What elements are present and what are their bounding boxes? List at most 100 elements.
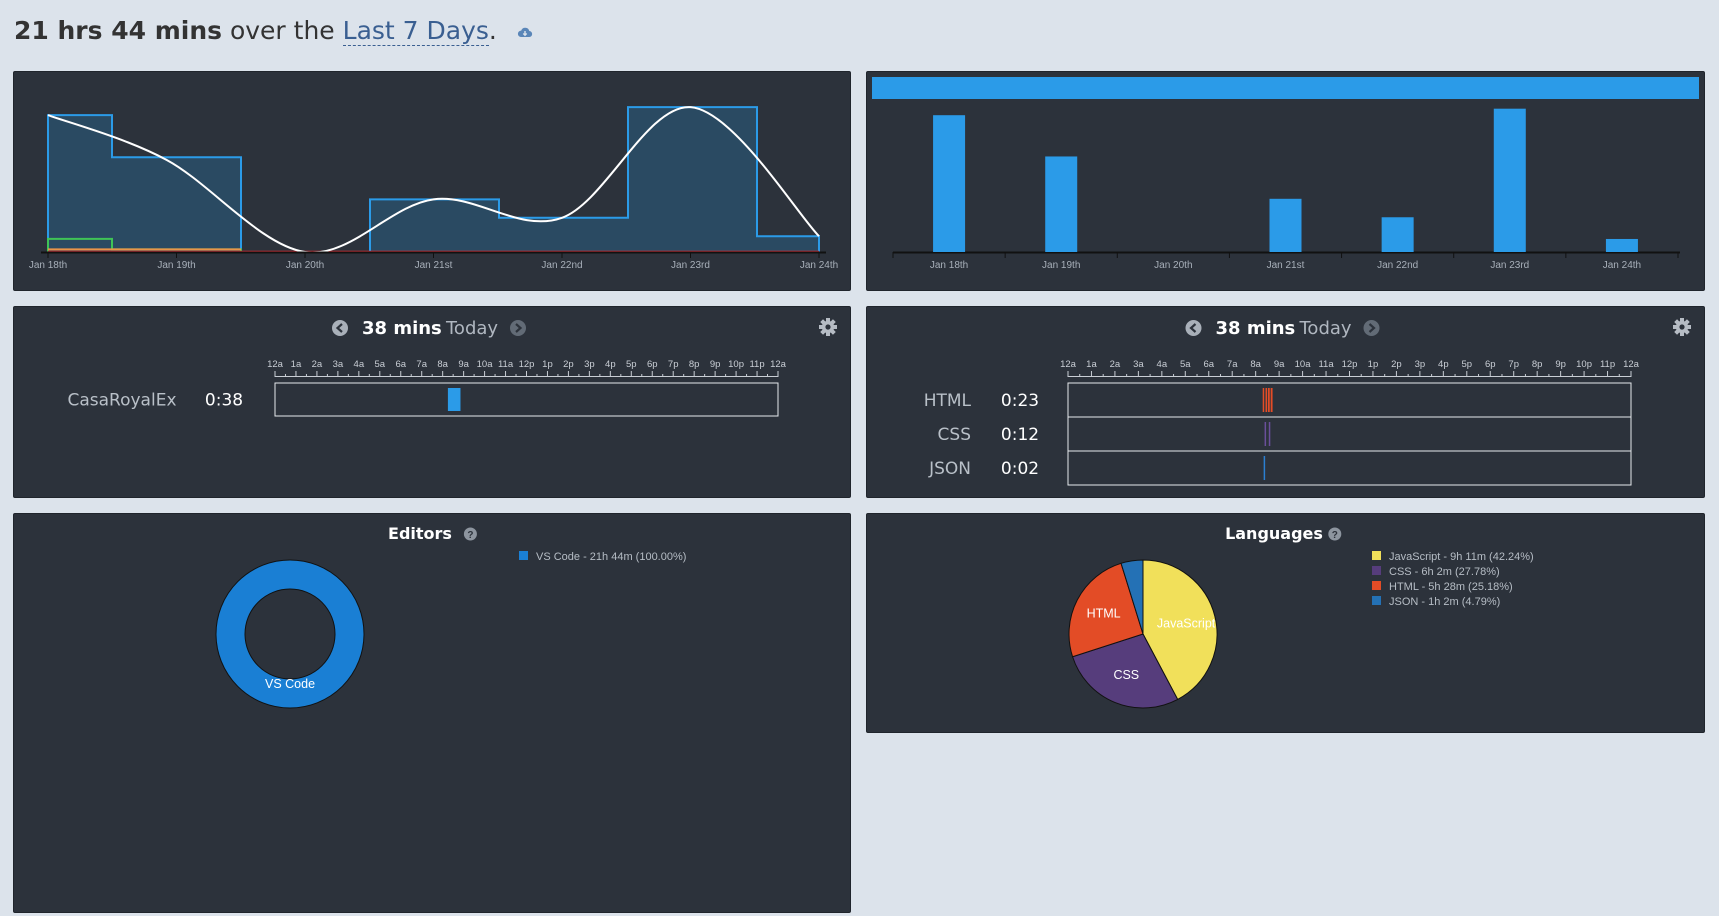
coding-activity-chart-panel: Jan 18th Jan 19th Jan 20th Jan 21st Jan 22nd… [13, 71, 851, 291]
pie-slice-css[interactable] [1071, 633, 1179, 709]
summary-header: 21 hrs 44 mins over the Last 7 Days. [14, 16, 533, 46]
timeline-row-time: 0:02 [1001, 459, 1039, 479]
slice-label: JavaScript [1157, 616, 1216, 630]
hour-label: 4p [1438, 359, 1449, 370]
chart-title: Editors [388, 524, 452, 543]
pie-slice-javascript[interactable] [1142, 559, 1218, 701]
hour-label: 2a [1110, 359, 1121, 370]
x-tick-label: Jan 23rd [671, 260, 710, 271]
hour-label: 8a [1250, 359, 1261, 370]
timeline-total: 38 mins [362, 318, 442, 339]
previous-day-button[interactable] [332, 320, 348, 336]
hour-label: 3p [584, 359, 595, 370]
legend-entry: JavaScript - 9h 11m (42.24%) [1389, 551, 1534, 563]
next-day-button[interactable] [510, 320, 526, 336]
projects-timeline: 38 mins Today 12a 1a 2a 3a 4a 5a 6a 7a 8a 9a 10a 11a 1… [67, 318, 837, 417]
chevron-left-glyph [335, 323, 343, 333]
hour-label: 10a [477, 359, 494, 370]
hour-label: 3a [333, 359, 344, 370]
hour-label: 9p [710, 359, 721, 370]
hour-label: 1a [1086, 359, 1097, 370]
timeline-activity-span[interactable] [1264, 422, 1267, 446]
hour-label: 12a [267, 359, 284, 370]
languages-panel: Languages? JavaScript CSS HTML JavaScript - … [866, 513, 1705, 733]
bar[interactable] [1269, 198, 1302, 252]
timeline-row-time: 0:38 [205, 391, 243, 411]
chevron-right-glyph [1368, 323, 1376, 333]
editors-donut-chart: Editors ? VS Code VS Code - 21h 44m (100.00… [215, 524, 686, 709]
chevron-left-icon[interactable] [332, 320, 348, 336]
help-circle [1328, 527, 1342, 541]
legend-swatch [1372, 566, 1381, 575]
hour-label: 8p [689, 359, 700, 370]
timeline-activity-span[interactable] [1268, 422, 1271, 446]
hour-label: 2p [563, 359, 574, 370]
timeline-activity-span[interactable] [1263, 456, 1266, 480]
legend-swatch [1372, 551, 1381, 560]
slice-label: HTML [1087, 607, 1121, 621]
editors-panel: Editors? VS Code VS Code - 21h 44m (100.00… [13, 513, 851, 913]
legend-entry: HTML - 5h 28m (25.18%) [1389, 581, 1513, 593]
timeline-activity-span[interactable] [1270, 388, 1273, 412]
timeline-row-track [1067, 450, 1632, 486]
languages-timeline-panel: 38 mins Today 12a 1a 2a 3a 4a 5a 6a 7a 8a 9a 10a 11a 1… [866, 306, 1705, 498]
timeline-row-time: 0:23 [1001, 391, 1039, 411]
x-tick-label: Jan 19th [157, 260, 195, 271]
hour-label: 8p [1532, 359, 1543, 370]
bar[interactable] [1605, 238, 1638, 252]
projects-timeline-panel: 38 mins Today 12a 1a 2a 3a 4a 5a 6a 7a 8a 9a 10a 11a 1… [13, 306, 851, 498]
timeline-day: Today [1299, 318, 1352, 339]
x-tick-label: Jan 23rd [1490, 260, 1529, 271]
x-tick-label: Jan 22nd [541, 260, 582, 271]
chevron-left-icon[interactable] [1185, 320, 1202, 336]
bar[interactable] [933, 115, 966, 252]
chevron-right-icon[interactable] [1363, 320, 1380, 336]
timeline-activity-span[interactable] [1262, 388, 1265, 412]
help-icon[interactable]: ? [463, 527, 477, 542]
hour-label: 11p [749, 359, 764, 370]
gear-hole [825, 324, 831, 330]
date-range-link[interactable]: Last 7 Days [342, 16, 489, 46]
legend-swatch [1372, 581, 1381, 590]
help-icon[interactable]: ? [1328, 527, 1342, 542]
timeline-row-track [1067, 416, 1632, 452]
timeline-row-track [274, 382, 779, 417]
next-day-button[interactable] [1363, 320, 1380, 336]
previous-day-button[interactable] [1185, 320, 1202, 336]
donut-slice-vscode[interactable] [216, 560, 364, 708]
hour-label: 2a [312, 359, 323, 370]
bar[interactable] [1493, 108, 1526, 252]
timeline-row-name: JSON [928, 459, 971, 479]
timeline-row-time: 0:12 [1001, 425, 1039, 445]
gear-icon[interactable] [819, 318, 837, 336]
over-the-text: over the [229, 16, 335, 45]
hour-label: 1p [542, 359, 553, 370]
x-tick-label: Jan 21st [415, 260, 453, 271]
bar[interactable] [1381, 217, 1414, 252]
bar[interactable] [1045, 156, 1078, 252]
hour-label: 12p [519, 359, 535, 370]
timeline-row-name: CasaRoyalEx [67, 391, 176, 411]
step-area-fill [48, 107, 819, 252]
hour-label: 9p [1555, 359, 1566, 370]
donut-outer-edge [215, 559, 365, 709]
languages-timeline: 38 mins Today 12a 1a 2a 3a 4a 5a 6a 7a 8a 9a 10a 11a 1… [924, 318, 1691, 486]
help-circle [463, 527, 477, 541]
timeline-activity-span[interactable] [1267, 388, 1270, 412]
chevron-right-icon[interactable] [510, 320, 526, 336]
cloud-download-icon[interactable] [517, 26, 533, 38]
hour-label: 12p [1342, 359, 1358, 370]
gear-tooth [1680, 331, 1684, 336]
gear-icon[interactable] [1673, 318, 1691, 336]
hour-label: 1p [1368, 359, 1379, 370]
timeline-activity-span[interactable] [1265, 388, 1268, 412]
hour-label: 10p [728, 359, 744, 370]
hour-label: 9a [1274, 359, 1285, 370]
timeline-total: 38 mins [1216, 318, 1296, 339]
x-tick-label: Jan 22nd [1377, 260, 1418, 271]
timeline-activity-span[interactable] [447, 388, 461, 411]
x-tick-label: Jan 24th [1603, 260, 1641, 271]
hour-label: 4a [1157, 359, 1168, 370]
pie-slice-html[interactable] [1068, 562, 1144, 658]
pie-slice-json[interactable] [1120, 559, 1144, 635]
